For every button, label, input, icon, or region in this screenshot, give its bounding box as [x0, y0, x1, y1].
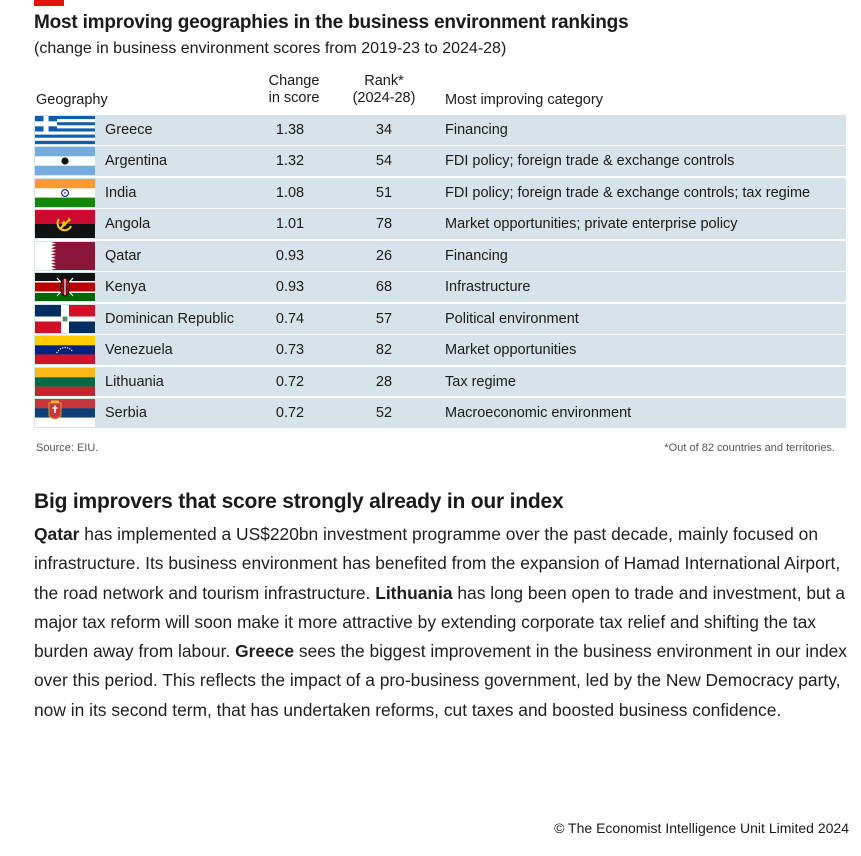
qatar-flag-icon — [35, 241, 95, 270]
table-row: Dominican Republic 0.74 57 Political env… — [34, 303, 846, 334]
change-value: 1.38 — [275, 122, 305, 138]
lithuania-bold: Lithuania — [375, 582, 453, 603]
serbia-flag-icon — [35, 399, 95, 428]
category-value: Market opportunities — [445, 342, 577, 359]
category-value: Infrastructure — [445, 279, 531, 296]
lithuania-flag-icon — [35, 367, 95, 396]
category-value: Macroeconomic environment — [445, 405, 632, 422]
table-row: Kenya 0.93 68 Infrastructure — [34, 272, 846, 303]
rank-value: 26 — [375, 247, 393, 264]
table-row: Venezuela 0.73 82 Market opportunities — [34, 335, 846, 365]
table-row: Serbia 0.72 52 Macroeconomic environment — [34, 398, 846, 428]
geography-name: Argentina — [105, 153, 168, 170]
rank-value: 54 — [375, 153, 393, 170]
kenya-flag-icon — [35, 273, 95, 302]
angola-flag-icon — [35, 210, 95, 239]
column-header-change-line2: in score — [268, 90, 320, 106]
change-value: 0.72 — [275, 405, 305, 422]
rank-value: 52 — [375, 405, 393, 422]
change-value: 1.32 — [275, 153, 305, 170]
qatar-bold: Qatar — [34, 524, 80, 544]
geography-name: Angola — [105, 216, 151, 233]
rank-value: 51 — [375, 184, 393, 201]
chart-title: Most improving geographies in the busine… — [34, 12, 629, 33]
table-row: Qatar 0.93 26 Financing — [34, 240, 846, 271]
geography-name: Greece — [105, 122, 153, 138]
table-row: Greece 1.38 34 Financing — [34, 115, 846, 145]
dominican-republic-flag-icon — [35, 304, 95, 333]
table-row: Lithuania 0.72 28 Tax regime — [34, 366, 846, 397]
column-header-rank: Rank* (2024-28) — [345, 73, 423, 107]
table-row: Argentina 1.32 54 FDI policy; foreign tr… — [34, 146, 846, 177]
argentina-flag-icon — [35, 147, 95, 176]
article-heading: Big improvers that score strongly alread… — [34, 490, 564, 513]
rankings-table: Greece 1.38 34 Financing Argentina 1.32 … — [34, 115, 846, 430]
geography-name: Dominican Republic — [105, 310, 234, 327]
economist-red-tag — [34, 0, 64, 6]
column-header-change: Change in score — [262, 73, 326, 107]
change-value: 0.72 — [275, 373, 305, 390]
category-value: Financing — [445, 122, 508, 138]
change-value: 0.93 — [275, 279, 305, 296]
geography-name: India — [105, 184, 137, 201]
qatar-text: has implemented a US$220bn investment pr… — [34, 524, 841, 603]
category-value: Financing — [445, 247, 508, 264]
geography-name: Kenya — [105, 279, 147, 296]
greece-bold: Greece — [235, 641, 295, 662]
change-value: 0.74 — [275, 310, 305, 327]
column-header-change-line1: Change — [268, 73, 320, 89]
greece-text: sees the biggest improvement in the busi… — [34, 641, 848, 720]
column-header-category: Most improving category — [445, 92, 603, 108]
rank-value: 68 — [375, 279, 393, 296]
change-value: 0.73 — [275, 342, 305, 359]
column-header-rank-line2: (2024-28) — [352, 90, 416, 106]
greece-flag-icon — [35, 116, 95, 144]
geography-name: Lithuania — [105, 373, 164, 390]
category-value: Political environment — [445, 310, 579, 327]
source-note: Source: EIU. — [36, 442, 99, 454]
venezuela-flag-icon — [35, 336, 95, 365]
rank-value: 78 — [375, 216, 393, 233]
table-row: Angola 1.01 78 Market opportunities; pri… — [34, 209, 846, 240]
change-value: 1.01 — [275, 216, 305, 233]
rank-value: 82 — [375, 342, 393, 359]
category-value: Tax regime — [445, 373, 516, 390]
lithuania-text: has long been open to trade and investme… — [34, 582, 846, 662]
geography-name: Qatar — [105, 247, 142, 264]
geography-name: Venezuela — [105, 342, 173, 359]
india-flag-icon — [35, 178, 95, 207]
rank-value: 28 — [375, 373, 393, 390]
article-paragraph: Qatar has implemented a US$220bn investm… — [34, 520, 849, 725]
rank-footnote: *Out of 82 countries and territories. — [664, 442, 835, 454]
rank-value: 34 — [375, 122, 393, 138]
chart-subtitle: (change in business environment scores f… — [34, 40, 507, 57]
change-value: 0.93 — [275, 247, 305, 264]
table-row: India 1.08 51 FDI policy; foreign trade … — [34, 177, 846, 208]
change-value: 1.08 — [275, 184, 305, 201]
category-value: Market opportunities; private enterprise… — [445, 216, 738, 233]
category-value: FDI policy; foreign trade & exchange con… — [445, 153, 735, 170]
category-value: FDI policy; foreign trade & exchange con… — [445, 184, 811, 201]
geography-name: Serbia — [105, 405, 147, 422]
copyright-notice: © The Economist Intelligence Unit Limite… — [554, 820, 849, 836]
column-header-geography: Geography — [36, 92, 108, 108]
rank-value: 57 — [375, 310, 393, 327]
column-header-rank-line1: Rank* — [364, 73, 404, 89]
